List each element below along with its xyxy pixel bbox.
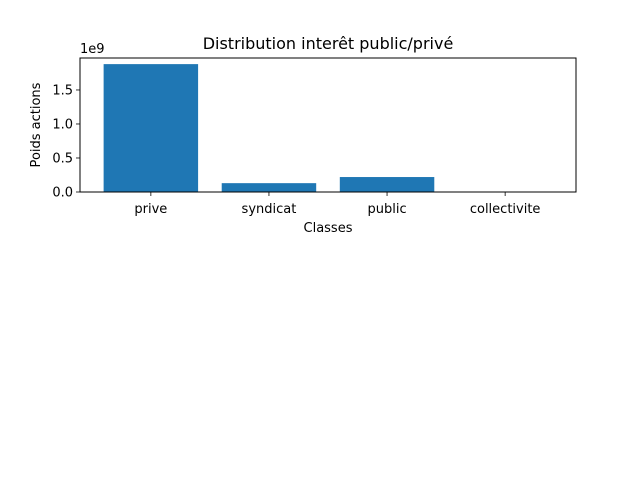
y-ticks-layer: 0.0 0.5 1.0 1.5 <box>52 83 80 201</box>
bars-layer <box>103 64 435 192</box>
x-tick-label-public: public <box>367 202 406 217</box>
y-tick-label: 0.0 <box>52 186 73 201</box>
x-ticks-layer: prive syndicat public collectivite <box>134 192 540 217</box>
bar-prive <box>103 64 199 192</box>
y-tick-label: 1.5 <box>52 83 73 98</box>
bar-syndicat <box>221 183 317 192</box>
bar-public <box>339 177 435 192</box>
x-tick-label-syndicat: syndicat <box>242 202 297 217</box>
x-tick-label-prive: prive <box>134 202 167 217</box>
x-axis-label: Classes <box>304 221 353 236</box>
x-tick-label-collectivite: collectivite <box>470 202 541 217</box>
plot-area-frame <box>79 57 577 193</box>
y-tick-label: 1.0 <box>52 117 73 132</box>
chart-title: Distribution interêt public/privé <box>203 34 454 53</box>
y-tick-label: 0.5 <box>52 151 73 166</box>
y-axis-label: Poids actions <box>29 82 44 167</box>
y-axis-offset-label: 1e9 <box>80 42 105 57</box>
